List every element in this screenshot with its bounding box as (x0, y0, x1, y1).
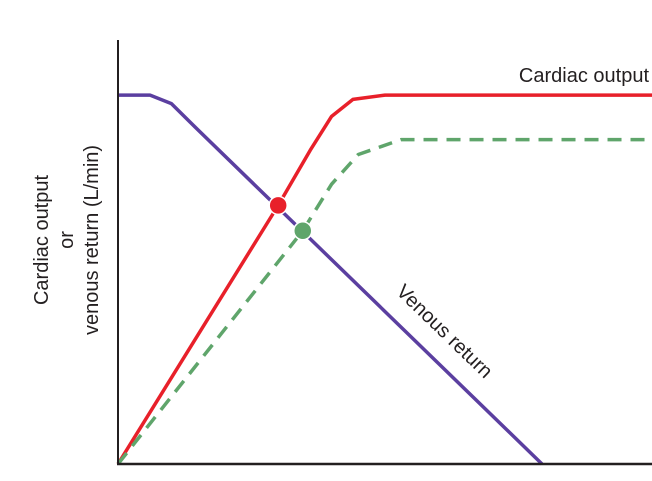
y-axis-label-line-1: Cardiac output (31, 175, 53, 306)
y-axis-label: Cardiac output or venous return (L/min) (31, 145, 103, 335)
y-axis-label-line-2: or (56, 231, 78, 249)
venous-return-curve (118, 93, 544, 466)
equilibrium-point-2 (293, 221, 313, 241)
equilibrium-point-1 (268, 195, 288, 216)
cardiac-output-curve (116, 93, 652, 465)
y-axis-label-line-3: venous return (L/min) (81, 145, 103, 335)
dashed-curve (116, 137, 652, 466)
cardiac-output-label: Cardiac output (519, 65, 650, 87)
